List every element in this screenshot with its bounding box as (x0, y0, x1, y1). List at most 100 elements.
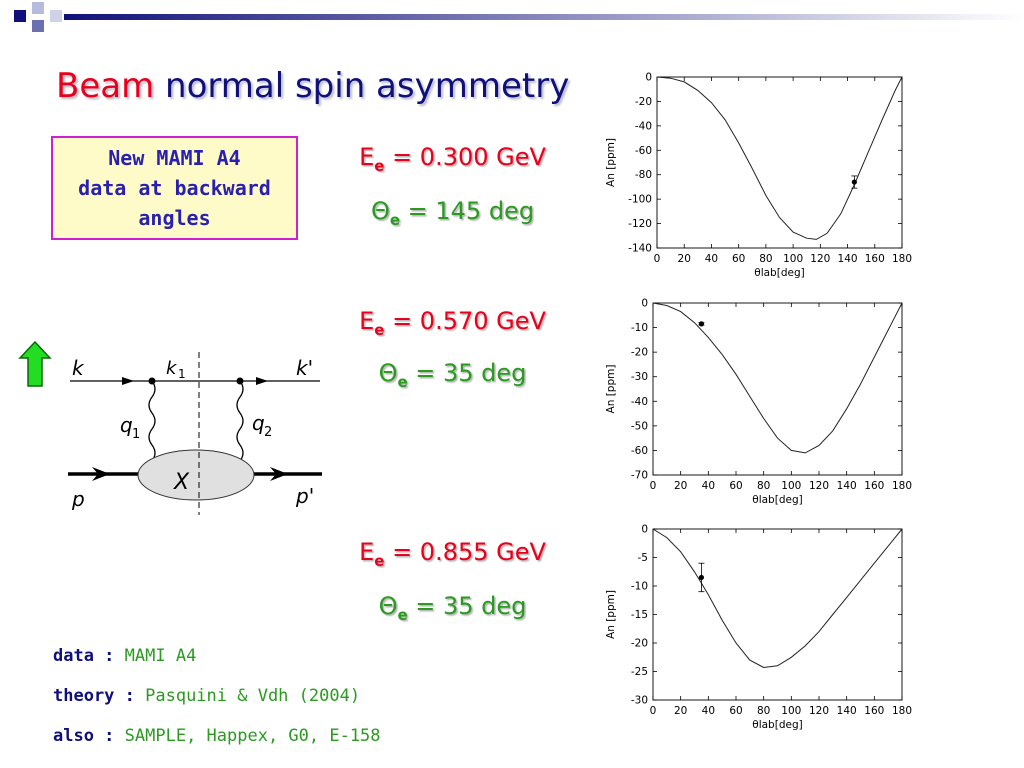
x-tick-label: 0 (654, 253, 661, 265)
y-tick-label: -50 (631, 420, 648, 432)
label-k1-sub: 1 (178, 367, 186, 381)
x-tick-label: 40 (702, 705, 715, 717)
energy-symbol: E (359, 143, 375, 171)
footer-label: also : (53, 726, 125, 746)
label-q2-sub: 2 (264, 425, 272, 440)
x-tick-label: 120 (810, 253, 830, 265)
y-tick-label: -10 (631, 322, 648, 334)
label-q1: q (120, 413, 133, 437)
energy-value: = 0.855 GeV (384, 538, 546, 566)
y-tick-label: -40 (635, 120, 652, 132)
x-tick-label: 80 (757, 705, 770, 717)
angle-subscript: e (397, 606, 408, 624)
x-tick-label: 20 (678, 253, 691, 265)
label-pprime: p' (295, 484, 314, 508)
arrow-icon (256, 377, 268, 385)
x-tick-label: 120 (809, 705, 829, 717)
x-axis-label: θlab[deg] (752, 494, 802, 506)
y-tick-label: -20 (631, 347, 648, 359)
x-tick-label: 60 (732, 253, 745, 265)
data-point (698, 574, 705, 581)
y-tick-label: -20 (631, 638, 648, 650)
y-axis-label: An [ppm] (605, 138, 617, 187)
footer-also: also : SAMPLE, Happex, G0, E-158 (53, 726, 381, 746)
x-axis-label: θlab[deg] (752, 719, 802, 731)
x-axis-label: θlab[deg] (754, 267, 804, 279)
energy-label-3: Ee = 0.855 GeV (330, 538, 575, 570)
theory-curve (652, 302, 903, 454)
y-tick-label: -30 (631, 371, 648, 383)
y-tick-label: -10 (631, 581, 648, 593)
corner-decoration (14, 2, 1024, 32)
x-tick-label: 180 (892, 705, 912, 717)
x-tick-label: 140 (838, 253, 858, 265)
plot-frame (656, 76, 903, 249)
y-tick-label: -25 (631, 666, 648, 678)
y-tick-label: -15 (631, 609, 648, 621)
title-rest: normal spin asymmetry (165, 66, 570, 106)
arrow-icon (122, 377, 134, 385)
energy-label-1: Ee = 0.300 GeV (330, 143, 575, 175)
x-tick-label: 100 (781, 480, 801, 492)
title-word-beam: Beam (56, 66, 155, 106)
x-tick-label: 160 (865, 253, 885, 265)
label-k: k (72, 356, 85, 380)
x-tick-label: 20 (674, 705, 687, 717)
y-tick-label: -80 (635, 169, 652, 181)
x-tick-label: 140 (837, 705, 857, 717)
footer-label: data : (53, 646, 125, 666)
photon-q1 (148, 380, 156, 462)
energy-subscript: e (374, 552, 385, 570)
footer-value: MAMI A4 (124, 646, 197, 666)
angle-symbol: Θ (378, 359, 398, 387)
angle-value: = 35 deg (407, 359, 527, 387)
label-X: X (173, 470, 190, 495)
energy-subscript: e (374, 321, 385, 339)
note-box: New MAMI A4 data at backward angles (51, 136, 298, 240)
energy-value: = 0.570 GeV (384, 307, 546, 335)
x-tick-label: 40 (705, 253, 718, 265)
note-box-text: New MAMI A4 data at backward angles (78, 146, 271, 230)
asymmetry-chart-2: 0 20 40 60 80 100 120 140 160 180 0 -10 -20 -30 -40 -50… (605, 298, 912, 507)
plot-frame (652, 302, 903, 476)
data-point (698, 321, 705, 327)
plot-frame (652, 528, 903, 701)
angle-label-2: Θe = 35 deg (330, 359, 575, 391)
x-tick-label: 120 (809, 480, 829, 492)
label-kprime: k' (296, 356, 313, 380)
y-tick-label: -70 (631, 470, 648, 482)
y-tick-label: -30 (631, 695, 648, 707)
label-q2: q (252, 411, 265, 435)
x-tick-label: 40 (702, 480, 715, 492)
y-tick-label: 0 (641, 298, 648, 310)
y-tick-label: -100 (628, 194, 652, 206)
y-tick-label: 0 (645, 72, 652, 84)
feynman-diagram: k k 1 k' q 1 q 2 X p p' (68, 352, 322, 515)
photon-q2 (236, 380, 244, 462)
x-tick-label: 20 (674, 480, 687, 492)
footer-value: Pasquini & Vdh (2004) (145, 686, 361, 706)
footer-label: theory : (53, 686, 146, 706)
y-tick-label: -40 (631, 396, 648, 408)
x-tick-label: 60 (729, 480, 742, 492)
y-tick-label: -60 (635, 145, 652, 157)
energy-label-2: Ee = 0.570 GeV (330, 307, 575, 339)
angle-subscript: e (397, 373, 408, 391)
x-tick-label: 80 (757, 480, 770, 492)
hadron-blob (137, 449, 255, 501)
y-tick-label: -60 (631, 445, 648, 457)
energy-symbol: E (359, 538, 375, 566)
asymmetry-chart-1: 0 20 40 60 80 100 120 140 160 180 0 -20 -40 -60 -80 -10… (605, 72, 912, 280)
x-tick-label: 140 (837, 480, 857, 492)
x-tick-label: 160 (864, 705, 884, 717)
x-tick-label: 180 (892, 253, 912, 265)
y-axis-label: An [ppm] (605, 590, 617, 639)
footer-value: SAMPLE, Happex, G0, E-158 (124, 726, 381, 746)
angle-symbol: Θ (370, 197, 390, 225)
energy-symbol: E (359, 307, 375, 335)
theory-curve (652, 528, 903, 669)
data-point (851, 179, 857, 185)
footer-data: data : MAMI A4 (53, 646, 196, 666)
energy-subscript: e (374, 157, 385, 175)
asymmetry-chart-3: 0 20 40 60 80 100 120 140 160 180 0 -5 -10 -15 -20 -25 -… (605, 524, 912, 732)
